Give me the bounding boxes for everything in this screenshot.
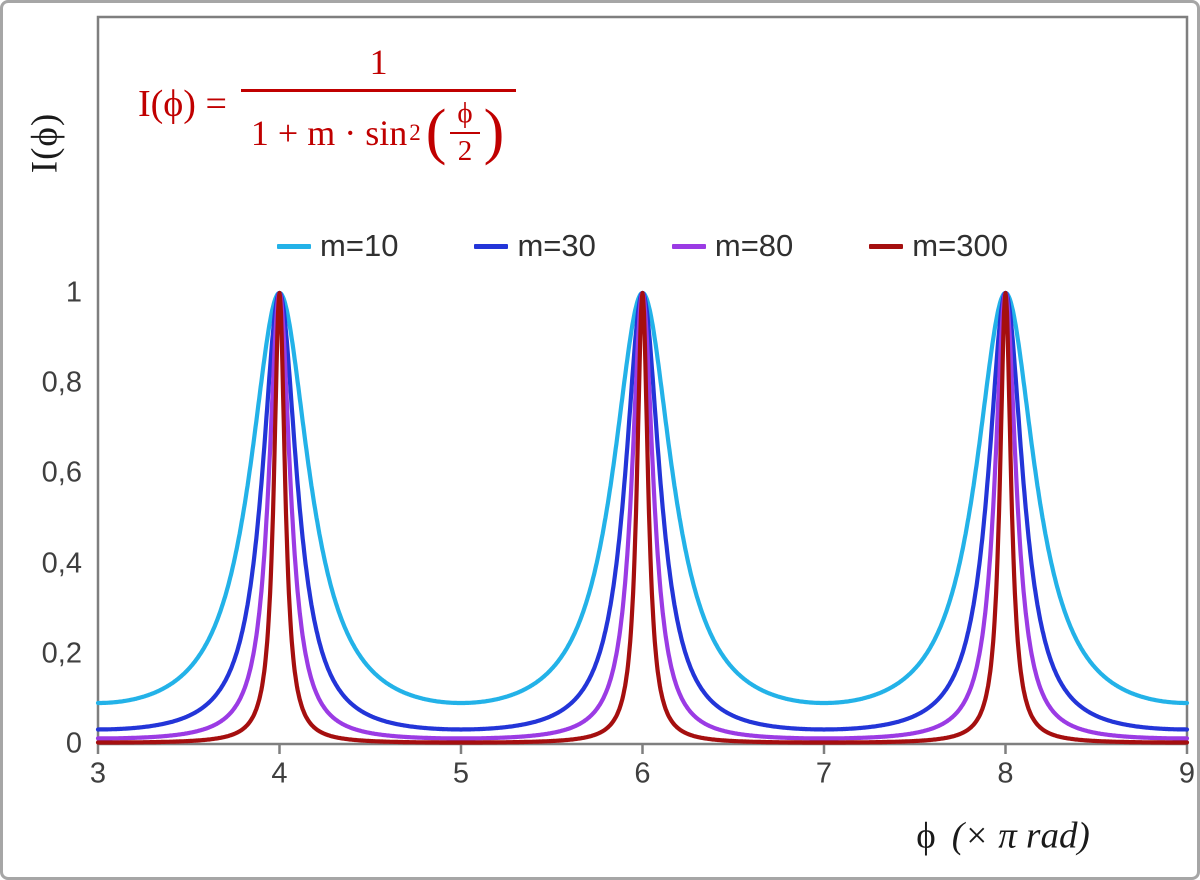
inner-numerator: ϕ bbox=[450, 97, 480, 134]
y-tick-label-0: 0 bbox=[65, 727, 82, 760]
formula-inner-fraction: ϕ 2 bbox=[450, 97, 480, 168]
y-tick-label-0_2: 0,2 bbox=[41, 637, 82, 670]
legend-swatch-m80 bbox=[671, 243, 706, 249]
formula-exponent: 2 bbox=[409, 119, 421, 145]
series-curve-m=300 bbox=[95, 290, 1190, 745]
x-tick-label-8: 8 bbox=[997, 757, 1014, 790]
open-paren: ( bbox=[425, 98, 447, 167]
y-tick-label-0_8: 0,8 bbox=[41, 366, 82, 399]
x-tick-label-7: 7 bbox=[815, 757, 833, 790]
formula-numerator: 1 bbox=[369, 42, 388, 82]
x-tick-label-6: 6 bbox=[634, 757, 651, 790]
legend-item-m80: m=80 bbox=[671, 228, 794, 264]
formula-annotation: I(ϕ) = 1 1 + m · sin 2 ( ϕ 2 ) bbox=[138, 41, 517, 168]
x-tick-label-4: 4 bbox=[271, 757, 288, 790]
formula-fraction: 1 1 + m · sin 2 ( ϕ 2 ) bbox=[240, 41, 517, 168]
formula-denominator: 1 + m · sin 2 ( ϕ 2 ) bbox=[240, 89, 517, 168]
legend-swatch-m30 bbox=[474, 243, 509, 249]
legend-swatch-m300 bbox=[869, 243, 904, 249]
y-tick-label-1: 1 bbox=[65, 276, 82, 309]
x-axis-title: ϕ (× π rad) bbox=[916, 815, 1090, 858]
legend-label-m30: m=30 bbox=[517, 228, 596, 263]
y-axis-title: I(ϕ) bbox=[24, 112, 66, 174]
legend-label-m300: m=300 bbox=[912, 228, 1008, 263]
x-axis-title-symbol: ϕ bbox=[916, 815, 936, 857]
legend-label-m10: m=10 bbox=[320, 228, 399, 263]
legend-item-m10: m=10 bbox=[277, 228, 398, 264]
legend: m=10 m=30 m=80 m=300 bbox=[98, 228, 1187, 264]
x-tick-label-5: 5 bbox=[452, 757, 470, 790]
plot-area bbox=[95, 15, 1190, 754]
series-curve-m=80 bbox=[95, 290, 1190, 741]
y-tick-label-0_4: 0,4 bbox=[41, 547, 82, 580]
formula-denominator-terms: 1 + m · sin bbox=[250, 112, 408, 153]
legend-item-m300: m=300 bbox=[869, 228, 1008, 264]
close-paren: ) bbox=[483, 98, 505, 167]
plot-frame bbox=[96, 15, 1189, 746]
inner-denominator: 2 bbox=[457, 134, 473, 167]
x-tick-label-9: 9 bbox=[1178, 757, 1196, 790]
legend-swatch-m10 bbox=[277, 243, 312, 249]
formula-lhs: I(ϕ) = bbox=[138, 83, 227, 126]
y-tick-label-0_6: 0,6 bbox=[41, 456, 82, 489]
series-curve-m=30 bbox=[95, 290, 1190, 732]
legend-item-m30: m=30 bbox=[474, 228, 596, 264]
x-axis-title-units: (× π rad) bbox=[951, 815, 1090, 857]
legend-label-m80: m=80 bbox=[714, 228, 794, 263]
x-tick-label-3: 3 bbox=[89, 757, 107, 790]
